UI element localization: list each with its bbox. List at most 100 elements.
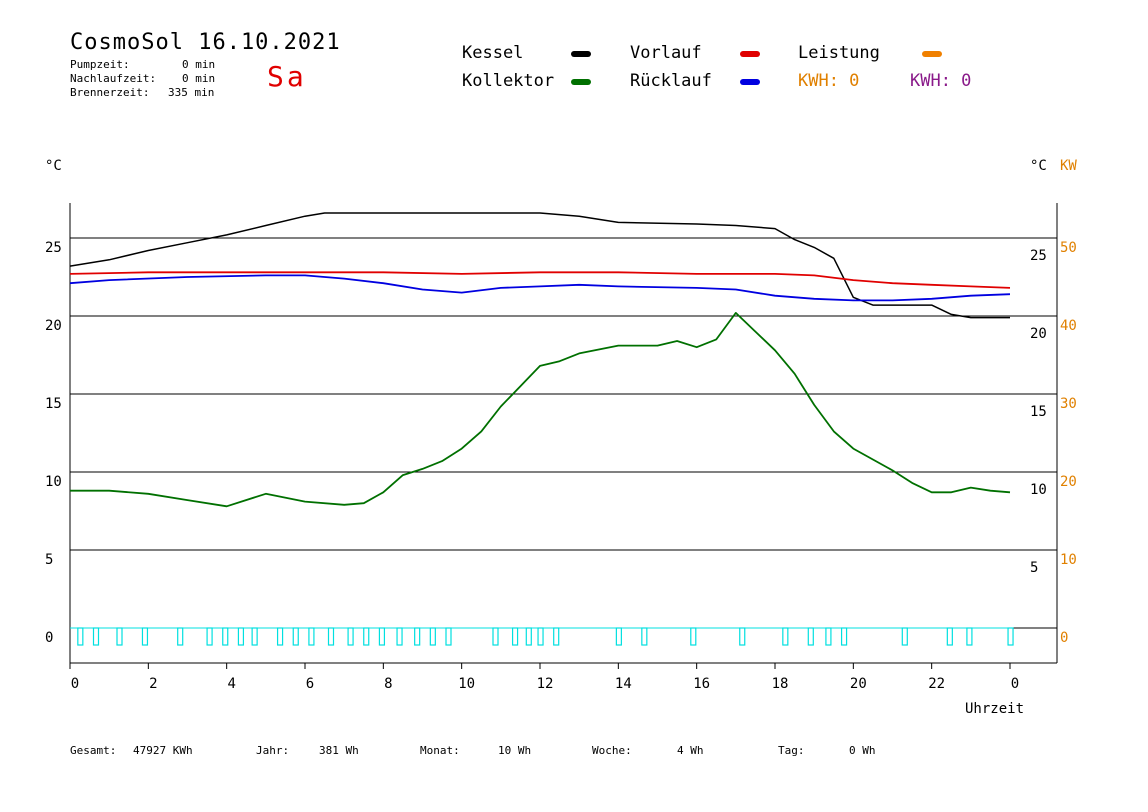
pump-pulse (237, 627, 245, 646)
y-tick-label-left: 25 (45, 240, 62, 256)
legend-kessel-swatch (571, 51, 591, 57)
footer-jahr-value: 381 Wh (319, 744, 359, 757)
y-tick-label-right-c: 10 (1030, 482, 1047, 498)
y-tick-label-left: 0 (45, 630, 53, 646)
page-title: CosmoSol 16.10.2021 (70, 30, 341, 55)
y-axis-right-unit-kw: KW (1060, 158, 1077, 174)
y-tick-label-left: 15 (45, 396, 62, 412)
x-tick-label: 6 (306, 676, 314, 692)
x-tick-label: 14 (615, 676, 632, 692)
legend-vorlauf: Vorlauf (630, 43, 702, 63)
footer-woche-value: 4 Wh (677, 744, 704, 757)
series-line-kessel (69, 212, 1010, 319)
footer-jahr-label: Jahr: (256, 744, 290, 757)
x-tick-label: 2 (149, 676, 157, 692)
pump-pulse (363, 627, 370, 646)
pump-pulse (308, 627, 315, 646)
pump-pulse (276, 627, 284, 646)
pump-pulse (429, 627, 436, 646)
brennerzeit-value: 335 min (168, 86, 215, 99)
footer-monat-label: Monat: (420, 744, 460, 757)
x-axis-label: Uhrzeit (965, 701, 1025, 717)
pumpzeit-value: 0 min (182, 58, 216, 71)
pump-pulse (378, 627, 386, 646)
footer-tag-value: 0 Wh (849, 744, 876, 757)
pumpzeit-label: Pumpzeit: (70, 58, 130, 71)
pump-pulse (537, 627, 544, 646)
legend-ruecklauf-swatch (740, 79, 760, 85)
x-tick-label: 12 (537, 676, 554, 692)
y-tick-label-right-c: 15 (1030, 404, 1047, 420)
x-tick-label: 20 (850, 676, 867, 692)
x-tick-label: 10 (458, 676, 475, 692)
pump-pulse (177, 627, 184, 646)
legend-kwh-2: KWH: 0 (910, 71, 972, 91)
pump-pulse (553, 627, 560, 646)
x-tick-label: 4 (227, 676, 235, 692)
pump-pulse (966, 627, 973, 646)
pump-pulse (116, 627, 123, 646)
footer-tag-label: Tag: (778, 744, 805, 757)
x-tick-label: 22 (928, 676, 945, 692)
pump-pulse (77, 627, 84, 646)
x-tick-label: 0 (1011, 676, 1019, 692)
brennerzeit-label: Brennerzeit: (70, 86, 150, 99)
pump-pulse (445, 627, 452, 646)
pump-pulse (222, 627, 229, 646)
pump-pulse (251, 627, 258, 646)
pump-pulse (511, 627, 519, 646)
pump-pulse (690, 627, 697, 646)
legend-kessel: Kessel (462, 43, 524, 63)
x-tick-label: 18 (772, 676, 789, 692)
y-tick-label-right-kw: 10 (1060, 552, 1077, 568)
pump-pulse (492, 627, 499, 646)
pump-pulse (840, 627, 848, 646)
pump-pulse (901, 627, 908, 646)
pump-pulse (396, 627, 403, 646)
y-tick-label-right-c: 25 (1030, 248, 1047, 264)
legend-vorlauf-swatch (740, 51, 760, 57)
pump-pulse (92, 627, 100, 646)
y-axis-right-unit-c: °C (1030, 158, 1047, 174)
y-tick-label-right-kw: 30 (1060, 396, 1077, 412)
legend-kollektor: Kollektor (462, 71, 555, 91)
footer-monat-value: 10 Wh (498, 744, 532, 757)
y-tick-label-left: 10 (45, 474, 62, 490)
y-tick-label-right-kw: 20 (1060, 474, 1077, 490)
pump-pulse (615, 627, 622, 646)
footer-gesamt-label: Gesamt: (70, 744, 117, 757)
pump-pulse (641, 627, 648, 646)
legend-ruecklauf: Rücklauf (630, 71, 712, 91)
pump-pulse (946, 627, 953, 646)
nachlaufzeit-label: Nachlaufzeit: (70, 72, 157, 85)
series-line-kollektor (70, 312, 1011, 508)
pump-pulse (206, 627, 213, 646)
y-tick-label-right-c: 20 (1030, 326, 1047, 342)
pump-pulse (825, 627, 832, 646)
y-tick-label-right-c: 5 (1030, 560, 1038, 576)
legend-kollektor-swatch (571, 79, 591, 85)
y-axis-left-unit: °C (45, 158, 62, 174)
pump-pulse (782, 627, 789, 646)
x-tick-label: 0 (71, 676, 79, 692)
legend-leistung-swatch (922, 51, 942, 57)
nachlaufzeit-value: 0 min (182, 72, 216, 85)
pump-pulse (292, 627, 299, 646)
series-line-rcklauf (69, 274, 1011, 302)
legend-leistung: Leistung (798, 43, 880, 63)
y-tick-label-left: 20 (45, 318, 62, 334)
y-tick-label-right-kw: 50 (1060, 240, 1077, 256)
series-line-vorlauf (69, 271, 1011, 289)
pump-pulse (414, 627, 421, 646)
pump-pulse (1007, 627, 1014, 646)
y-tick-label-right-kw: 0 (1060, 630, 1068, 646)
y-tick-label-right-kw: 40 (1060, 318, 1077, 334)
weekday-label: Sa (267, 60, 307, 93)
pump-pulse (347, 627, 354, 646)
pump-pulse (327, 627, 335, 646)
pump-pulse (141, 627, 149, 646)
x-tick-label: 8 (384, 676, 392, 692)
pump-pulse (525, 627, 532, 646)
footer-woche-label: Woche: (592, 744, 632, 757)
